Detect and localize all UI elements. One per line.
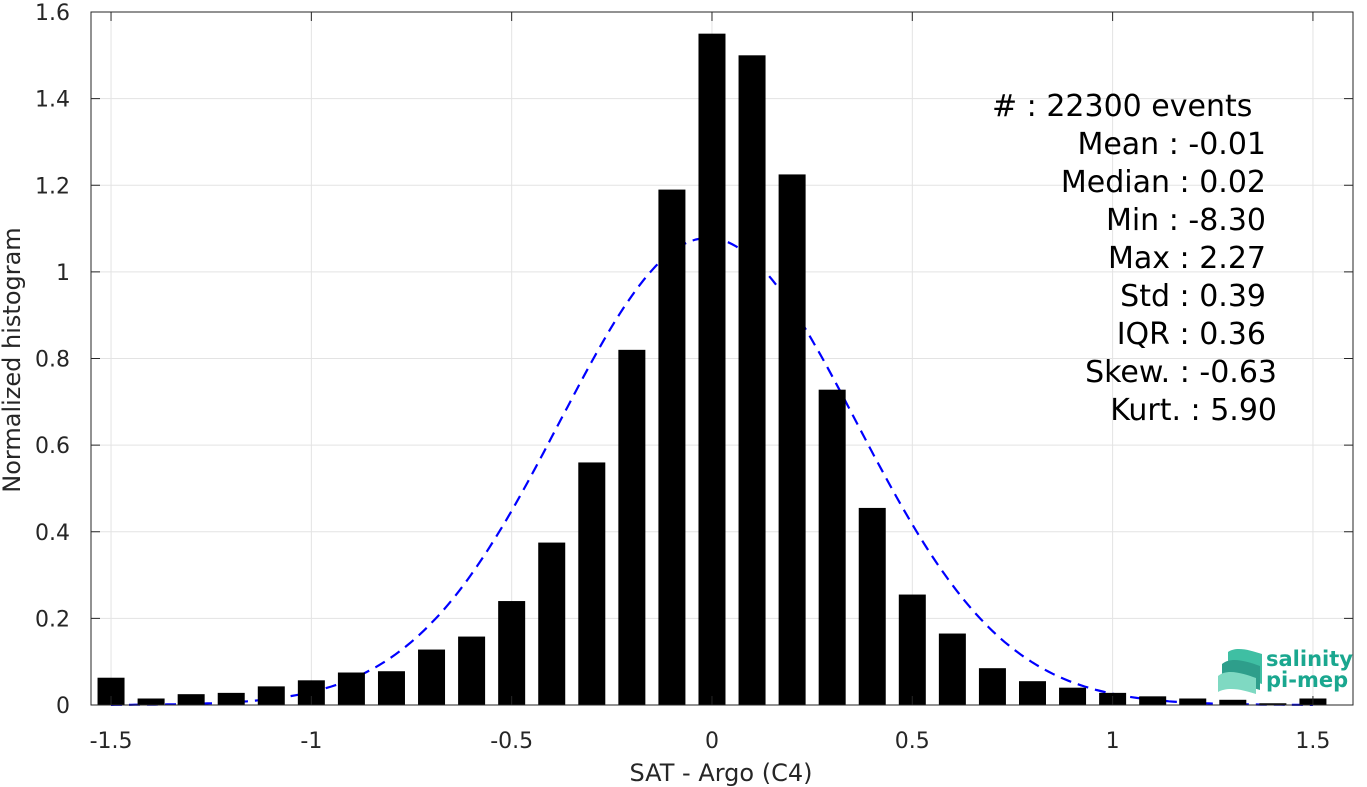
histogram-bar — [618, 349, 646, 705]
histogram-bar — [217, 692, 245, 705]
y-tick-label: 0 — [56, 694, 70, 719]
histogram-bar — [1139, 696, 1167, 705]
y-tick-label: 0.2 — [35, 607, 70, 632]
stats-line-mean: Mean : -0.01 — [1077, 127, 1266, 162]
stats-line-std: Std : 0.39 — [1120, 279, 1266, 314]
stats-line-max: Max : 2.27 — [1108, 241, 1266, 276]
histogram-bar — [1179, 698, 1207, 705]
x-tick-label: -1 — [300, 729, 322, 754]
histogram-bar — [498, 601, 526, 705]
x-tick-label: -1.5 — [90, 729, 133, 754]
histogram-bar — [578, 462, 606, 705]
stats-line-median: Median : 0.02 — [1061, 165, 1266, 200]
x-tick-label: 1.5 — [1295, 729, 1330, 754]
x-tick-label: 0 — [705, 729, 719, 754]
x-tick-label: 1 — [1106, 729, 1120, 754]
y-tick-label: 0.8 — [35, 348, 70, 373]
stats-box: # : 22300 events Mean : -0.01 Median : 0… — [992, 89, 1277, 428]
histogram-bar — [778, 174, 806, 705]
stats-line-kurt: Kurt. : 5.90 — [1110, 393, 1277, 428]
histogram-bar — [658, 189, 686, 706]
histogram-bar — [177, 694, 205, 705]
y-tick-label: 0.4 — [35, 521, 70, 546]
histogram-bar — [698, 33, 726, 705]
stats-line-min: Min : -8.30 — [1106, 203, 1266, 238]
histogram-bar — [738, 55, 766, 705]
histogram-bar — [938, 633, 966, 705]
histogram-bar — [1259, 703, 1287, 705]
histogram-bar — [257, 686, 285, 705]
histogram-bar — [1059, 687, 1087, 705]
histogram-bar — [337, 672, 365, 705]
logo-line1: salinity — [1266, 647, 1353, 671]
stats-line-events: # : 22300 events — [992, 89, 1252, 124]
histogram-bar — [978, 668, 1006, 705]
histogram-bar — [137, 698, 165, 705]
y-tick-label: 1.4 — [35, 88, 70, 113]
histogram-bar — [858, 507, 886, 705]
histogram-bar — [898, 594, 926, 705]
y-tick-label: 0.6 — [35, 434, 70, 459]
y-tick-label: 1.6 — [35, 1, 70, 26]
y-tick-label: 1 — [56, 261, 70, 286]
histogram-bar — [818, 389, 846, 705]
stats-line-skew: Skew. : -0.63 — [1085, 355, 1277, 390]
stats-line-iqr: IQR : 0.36 — [1117, 317, 1266, 352]
y-tick-labels: 0 0.2 0.4 0.6 0.8 1 1.2 1.4 1.6 — [35, 1, 70, 719]
histogram-bar — [1018, 681, 1046, 705]
histogram-bar — [458, 636, 486, 705]
wave-layers-icon — [1218, 648, 1262, 694]
y-axis-title: Normalized histogram — [0, 227, 26, 492]
axis-ticks — [91, 11, 1353, 706]
histogram-bar — [538, 542, 566, 705]
x-tick-label: 0.5 — [895, 729, 930, 754]
salinity-pi-mep-logo: salinity pi-mep — [1218, 647, 1353, 694]
histogram-bar — [377, 671, 405, 705]
x-axis-title: SAT - Argo (C4) — [630, 759, 813, 787]
bars — [97, 33, 1327, 706]
y-tick-label: 1.2 — [35, 174, 70, 199]
logo-line2: pi-mep — [1266, 668, 1348, 692]
x-tick-labels: -1.5 -1 -0.5 0 0.5 1 1.5 — [90, 729, 1331, 754]
histogram-bar — [418, 649, 446, 705]
x-tick-label: -0.5 — [490, 729, 533, 754]
histogram-bar — [1219, 699, 1247, 705]
